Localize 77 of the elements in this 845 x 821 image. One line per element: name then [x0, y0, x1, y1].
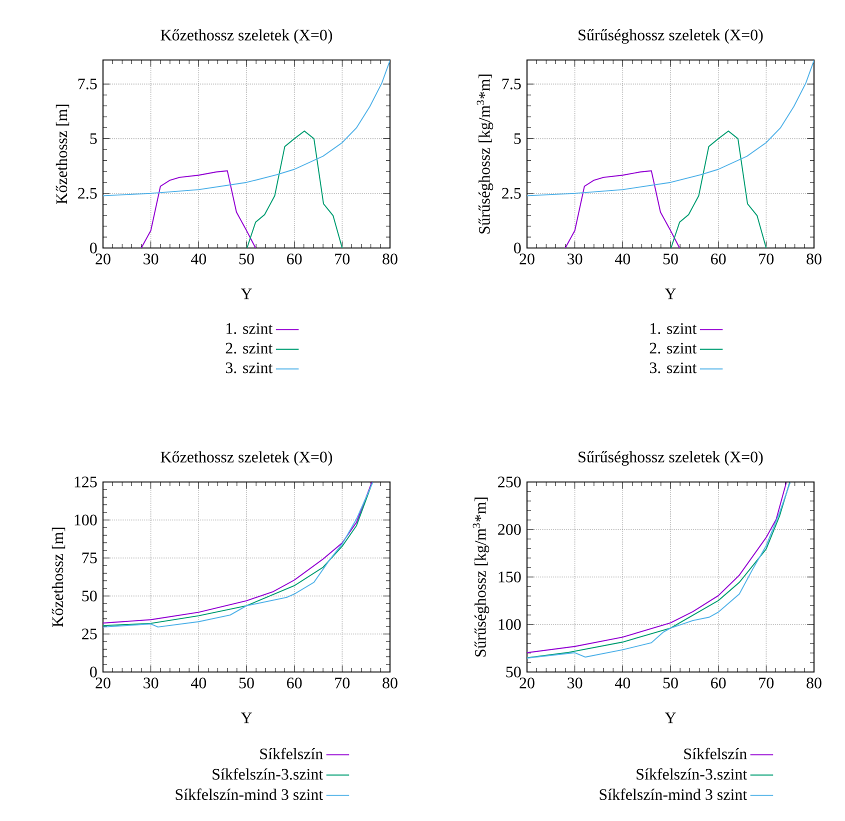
- line-series: [140, 170, 256, 248]
- y-tick-label: 2.5: [502, 188, 521, 199]
- x-tick-label: 80: [806, 254, 822, 264]
- legend-label: Síkfelszín-mind 3 szint: [600, 788, 748, 800]
- x-axis-title: Y: [240, 712, 252, 724]
- legend-label: Síkfelszín-3.szint: [212, 768, 324, 780]
- x-tick-label: 30: [568, 678, 582, 688]
- legend-label: 1. szint: [650, 323, 697, 334]
- x-tick-label: 30: [568, 254, 582, 264]
- x-tick-label: 70: [335, 254, 350, 264]
- line-series: [564, 170, 680, 248]
- y-tick-label: 125: [74, 476, 97, 488]
- x-tick-label: 80: [806, 678, 822, 688]
- line-series: [527, 60, 814, 196]
- x-tick-label: 20: [520, 678, 534, 688]
- y-axis-title: Kőzethossz [m]: [56, 104, 70, 204]
- x-axis-title: Y: [240, 288, 252, 300]
- y-axis-title: Sűrűséghossz [kg/m$^{3}$*m]: [472, 498, 490, 656]
- y-tick-label: 7.5: [502, 78, 521, 90]
- y-tick-label: 100: [74, 514, 97, 526]
- y-tick-label: 100: [498, 619, 521, 630]
- legend-label: Síkfelszín: [260, 748, 323, 760]
- y-tick-label: 0: [90, 666, 97, 678]
- y-tick-label: 5: [90, 133, 97, 144]
- line-series: [103, 60, 390, 196]
- chart-title: Sűrűséghossz szeletek (X=0): [578, 29, 763, 44]
- chart-title: Kőzethossz szeletek (X=0): [160, 451, 332, 466]
- y-axis-title: Kőzethossz [m]: [52, 528, 66, 627]
- legend-label: 2. szint: [650, 342, 697, 354]
- x-tick-label: 30: [144, 678, 158, 688]
- legend-label: 1. szint: [226, 323, 273, 334]
- legend-label: 2. szint: [226, 342, 273, 354]
- x-tick-label: 70: [335, 678, 350, 688]
- x-tick-label: 20: [520, 254, 534, 264]
- y-tick-label: 0: [90, 242, 97, 254]
- y-tick-label: 7.5: [78, 78, 97, 90]
- x-tick-label: 20: [96, 678, 110, 688]
- line-series: [246, 130, 343, 248]
- x-tick-label: 70: [759, 254, 774, 264]
- y-tick-label: 25: [82, 628, 97, 640]
- chart-title: Sűrűséghossz szeletek (X=0): [578, 451, 763, 466]
- y-tick-label: 0: [514, 242, 521, 254]
- y-tick-label: 50: [82, 590, 97, 602]
- chart-title: Kőzethossz szeletek (X=0): [160, 29, 332, 44]
- x-tick-label: 40: [190, 678, 206, 688]
- legend-label: Síkfelszín-mind 3 szint: [176, 788, 324, 800]
- y-tick-label: 2.5: [78, 188, 97, 199]
- y-tick-label: 150: [498, 572, 521, 582]
- y-tick-label: 200: [498, 524, 521, 535]
- y-axis-title: Sűrűséghossz [kg/m$^{3}$*m]: [476, 74, 494, 234]
- legend-label: 3. szint: [226, 362, 273, 374]
- x-tick-label: 40: [190, 254, 206, 264]
- x-tick-label: 50: [239, 254, 254, 264]
- x-tick-label: 60: [711, 254, 726, 264]
- x-tick-label: 30: [144, 254, 158, 264]
- legend-label: Síkfelszín: [684, 748, 747, 760]
- x-tick-label: 60: [287, 678, 302, 688]
- x-tick-label: 70: [759, 678, 774, 688]
- x-axis-title: Y: [664, 288, 676, 300]
- x-tick-label: 40: [614, 678, 630, 688]
- x-tick-label: 50: [239, 678, 254, 688]
- x-tick-label: 50: [663, 678, 678, 688]
- x-tick-label: 60: [711, 678, 726, 688]
- x-tick-label: 60: [287, 254, 302, 264]
- x-tick-label: 80: [382, 678, 398, 688]
- legend-label: 3. szint: [650, 362, 697, 374]
- line-series: [670, 130, 767, 248]
- x-tick-label: 50: [663, 254, 678, 264]
- x-axis-title: Y: [664, 712, 676, 724]
- x-tick-label: 40: [614, 254, 630, 264]
- y-tick-label: 5: [514, 133, 521, 144]
- y-tick-label: 75: [82, 552, 97, 564]
- y-tick-label: 250: [498, 476, 521, 488]
- x-tick-label: 20: [96, 254, 110, 264]
- x-tick-label: 80: [382, 254, 398, 264]
- y-tick-label: 50: [506, 666, 521, 678]
- legend-label: Síkfelszín-3.szint: [636, 768, 748, 780]
